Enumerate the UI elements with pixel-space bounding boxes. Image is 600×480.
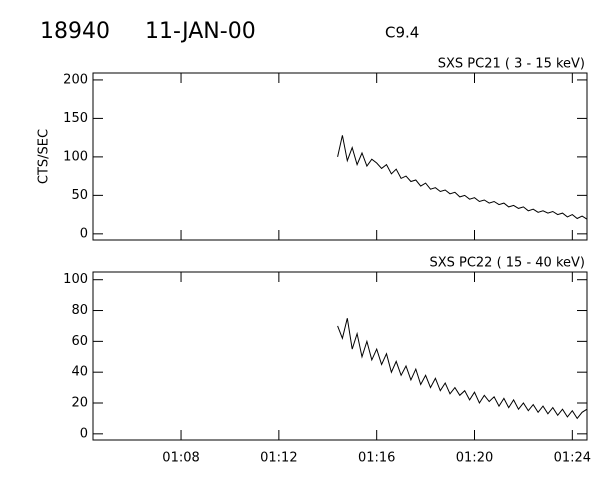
data-line [337,318,588,420]
x-tick-label: 01:08 [162,451,199,466]
y-tick-label: 50 [71,188,88,203]
y-tick-label: 40 [71,365,88,380]
data-line [337,135,588,220]
y-axis-label: CTS/SEC [37,129,52,184]
y-tick-label: 80 [71,303,88,318]
x-tick-label: 01:16 [358,451,395,466]
x-tick-label: 01:24 [554,451,591,466]
y-tick-label: 20 [71,396,88,411]
event-id: 18940 [40,19,110,44]
y-tick-label: 0 [80,226,88,241]
plot-frame [92,271,588,441]
y-tick-label: 200 [63,72,88,87]
y-tick-label: 0 [80,426,88,441]
panel-title: SXS PC22 ( 15 - 40 keV) [429,256,585,271]
y-tick-label: 100 [63,149,88,164]
y-tick-label: 100 [63,272,88,287]
panel-title: SXS PC21 ( 3 - 15 keV) [438,57,585,72]
plot-frame [92,72,588,241]
y-tick-label: 150 [63,111,88,126]
event-date: 11-JAN-00 [145,19,256,44]
y-tick-label: 60 [71,334,88,349]
flare-class: C9.4 [385,24,419,42]
x-tick-label: 01:20 [456,451,493,466]
x-tick-label: 01:12 [260,451,297,466]
